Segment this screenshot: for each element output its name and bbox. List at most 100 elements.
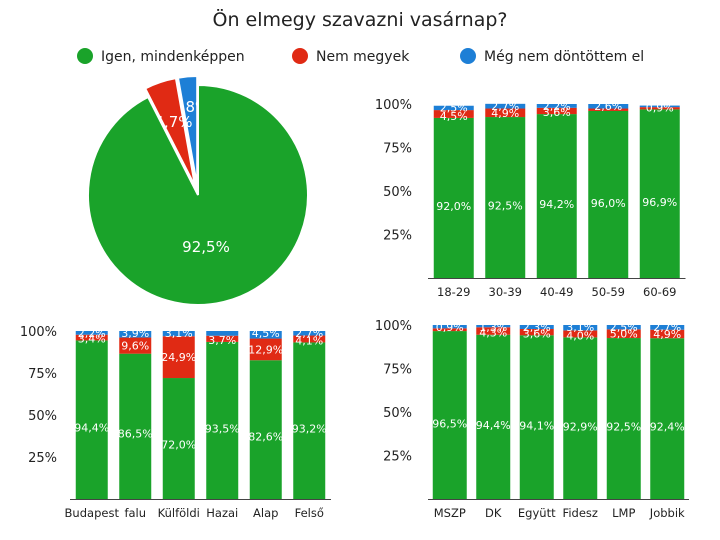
bar-segment [476, 334, 511, 499]
bar-segment [293, 335, 326, 343]
bar-value-label: 86,5% [118, 428, 153, 441]
bar-segment [75, 334, 108, 341]
y-tick-label: 50% [383, 406, 412, 421]
bar-value-label: 0,9% [436, 321, 464, 334]
y-tick-label: 25% [383, 229, 412, 244]
legend-label: Nem megyek [316, 49, 410, 65]
pie-chart: 2,8%4,7%92,5% [87, 75, 309, 306]
x-category-label: 60-69 [643, 285, 676, 299]
bar-value-label: 1,3% [479, 321, 507, 334]
settlement-bar-chart: 25% 50% 75% 100% 94,4% 3,4%2,2% Budapest 86,5% 9… [20, 325, 331, 520]
bar-segment [119, 331, 152, 338]
y-tick-label: 75% [383, 142, 412, 157]
pie-slice [87, 83, 309, 306]
bar-segment [639, 109, 680, 278]
bar-segment [206, 331, 239, 336]
bar-value-label: 3,1% [566, 321, 594, 334]
bar-value-label: 92,5% [606, 421, 641, 434]
bar-segment [162, 378, 195, 499]
bar-segment [639, 107, 680, 110]
bar-segment [563, 330, 598, 338]
bar-value-label: 92,5% [488, 200, 523, 213]
x-category-label: Együtt [518, 506, 556, 520]
y-tick-label: 100% [375, 98, 412, 113]
bar-segment [588, 110, 629, 279]
bar-value-label: 92,9% [563, 420, 598, 433]
bar-value-label: 96,9% [642, 196, 677, 209]
bar-value-label: 4,9% [491, 107, 519, 120]
pie-slice [176, 75, 199, 187]
bar-value-label: 2,2% [78, 327, 106, 340]
x-category-label: Budapest [65, 506, 120, 520]
bar-segment [432, 328, 467, 332]
x-category-label: Alap [253, 506, 278, 520]
bar-segment [485, 108, 526, 118]
bar-segment [119, 337, 152, 354]
x-category-label: Hazai [206, 506, 238, 520]
bar-segment [75, 340, 108, 499]
bar-value-label: 92,4% [650, 421, 685, 434]
bar-segment [485, 117, 526, 278]
x-category-label: 40-49 [540, 285, 573, 299]
y-tick-label: 50% [383, 185, 412, 200]
bar-segment [249, 331, 282, 339]
bar-segment [432, 331, 467, 499]
bar-segment [476, 325, 511, 328]
bar-value-label: 3,4% [78, 332, 106, 345]
bar-value-label: 93,2% [292, 423, 327, 436]
bar-segment [293, 331, 326, 336]
y-tick-label: 25% [383, 450, 412, 465]
bar-value-label: 4,1% [295, 334, 323, 347]
bar-segment [249, 338, 282, 361]
x-category-label: falu [124, 506, 146, 520]
legend: Igen, mindenképpen Nem megyek Még nem dönt… [77, 48, 644, 65]
y-tick-label: 25% [28, 451, 57, 466]
bar-segment [119, 353, 152, 499]
legend-label: Még nem döntöttem el [484, 49, 644, 65]
y-tick-label: 100% [375, 319, 412, 334]
bar-segment [606, 338, 641, 499]
bar-segment [433, 110, 474, 118]
x-category-label: MSZP [434, 506, 466, 520]
bar-value-label: 2,5% [610, 321, 638, 334]
bar-value-label: 2,2% [543, 100, 571, 113]
bar-value-label: 24,9% [161, 351, 196, 364]
x-category-label: Felső [295, 506, 324, 520]
bar-segment [588, 108, 629, 111]
bar-segment [639, 105, 680, 108]
bar-value-label: 4,5% [252, 327, 280, 340]
bar-value-label: 2,3% [523, 321, 551, 334]
x-category-label: 50-59 [592, 285, 625, 299]
bar-segment [536, 107, 577, 115]
bar-value-label: 2,6% [594, 100, 622, 113]
legend-swatch [292, 48, 308, 64]
bar-value-label: 72,0% [161, 439, 196, 452]
bar-value-label: 92,0% [436, 200, 471, 213]
bar-value-label: 4,9% [653, 328, 681, 341]
y-tick-label: 100% [20, 325, 57, 340]
bar-value-label: 2,5% [440, 102, 468, 115]
bar-value-label: 96,0% [591, 197, 626, 210]
bar-value-label: 4,3% [479, 327, 507, 340]
bar-value-label: 93,5% [205, 422, 240, 435]
bar-segment [519, 335, 554, 499]
x-category-label: DK [485, 506, 502, 520]
bar-segment [433, 105, 474, 111]
bar-segment [249, 360, 282, 499]
bar-value-label: 94,4% [74, 422, 109, 435]
y-tick-label: 50% [28, 409, 57, 424]
bar-value-label: 4,0% [566, 329, 594, 342]
x-category-label: LMP [612, 506, 635, 520]
bar-value-label: 94,4% [476, 419, 511, 432]
bar-segment [162, 331, 195, 337]
legend-label: Igen, mindenképpen [101, 49, 245, 65]
x-category-label: 30-39 [489, 285, 522, 299]
bar-value-label: 2,7% [491, 100, 519, 113]
bar-value-label: 5,0% [610, 328, 638, 341]
bar-value-label: 96,5% [432, 417, 467, 430]
legend-swatch [77, 48, 93, 64]
bar-value-label: 94,2% [539, 198, 574, 211]
bar-segment [650, 325, 685, 330]
bar-value-label: 9,6% [121, 340, 149, 353]
